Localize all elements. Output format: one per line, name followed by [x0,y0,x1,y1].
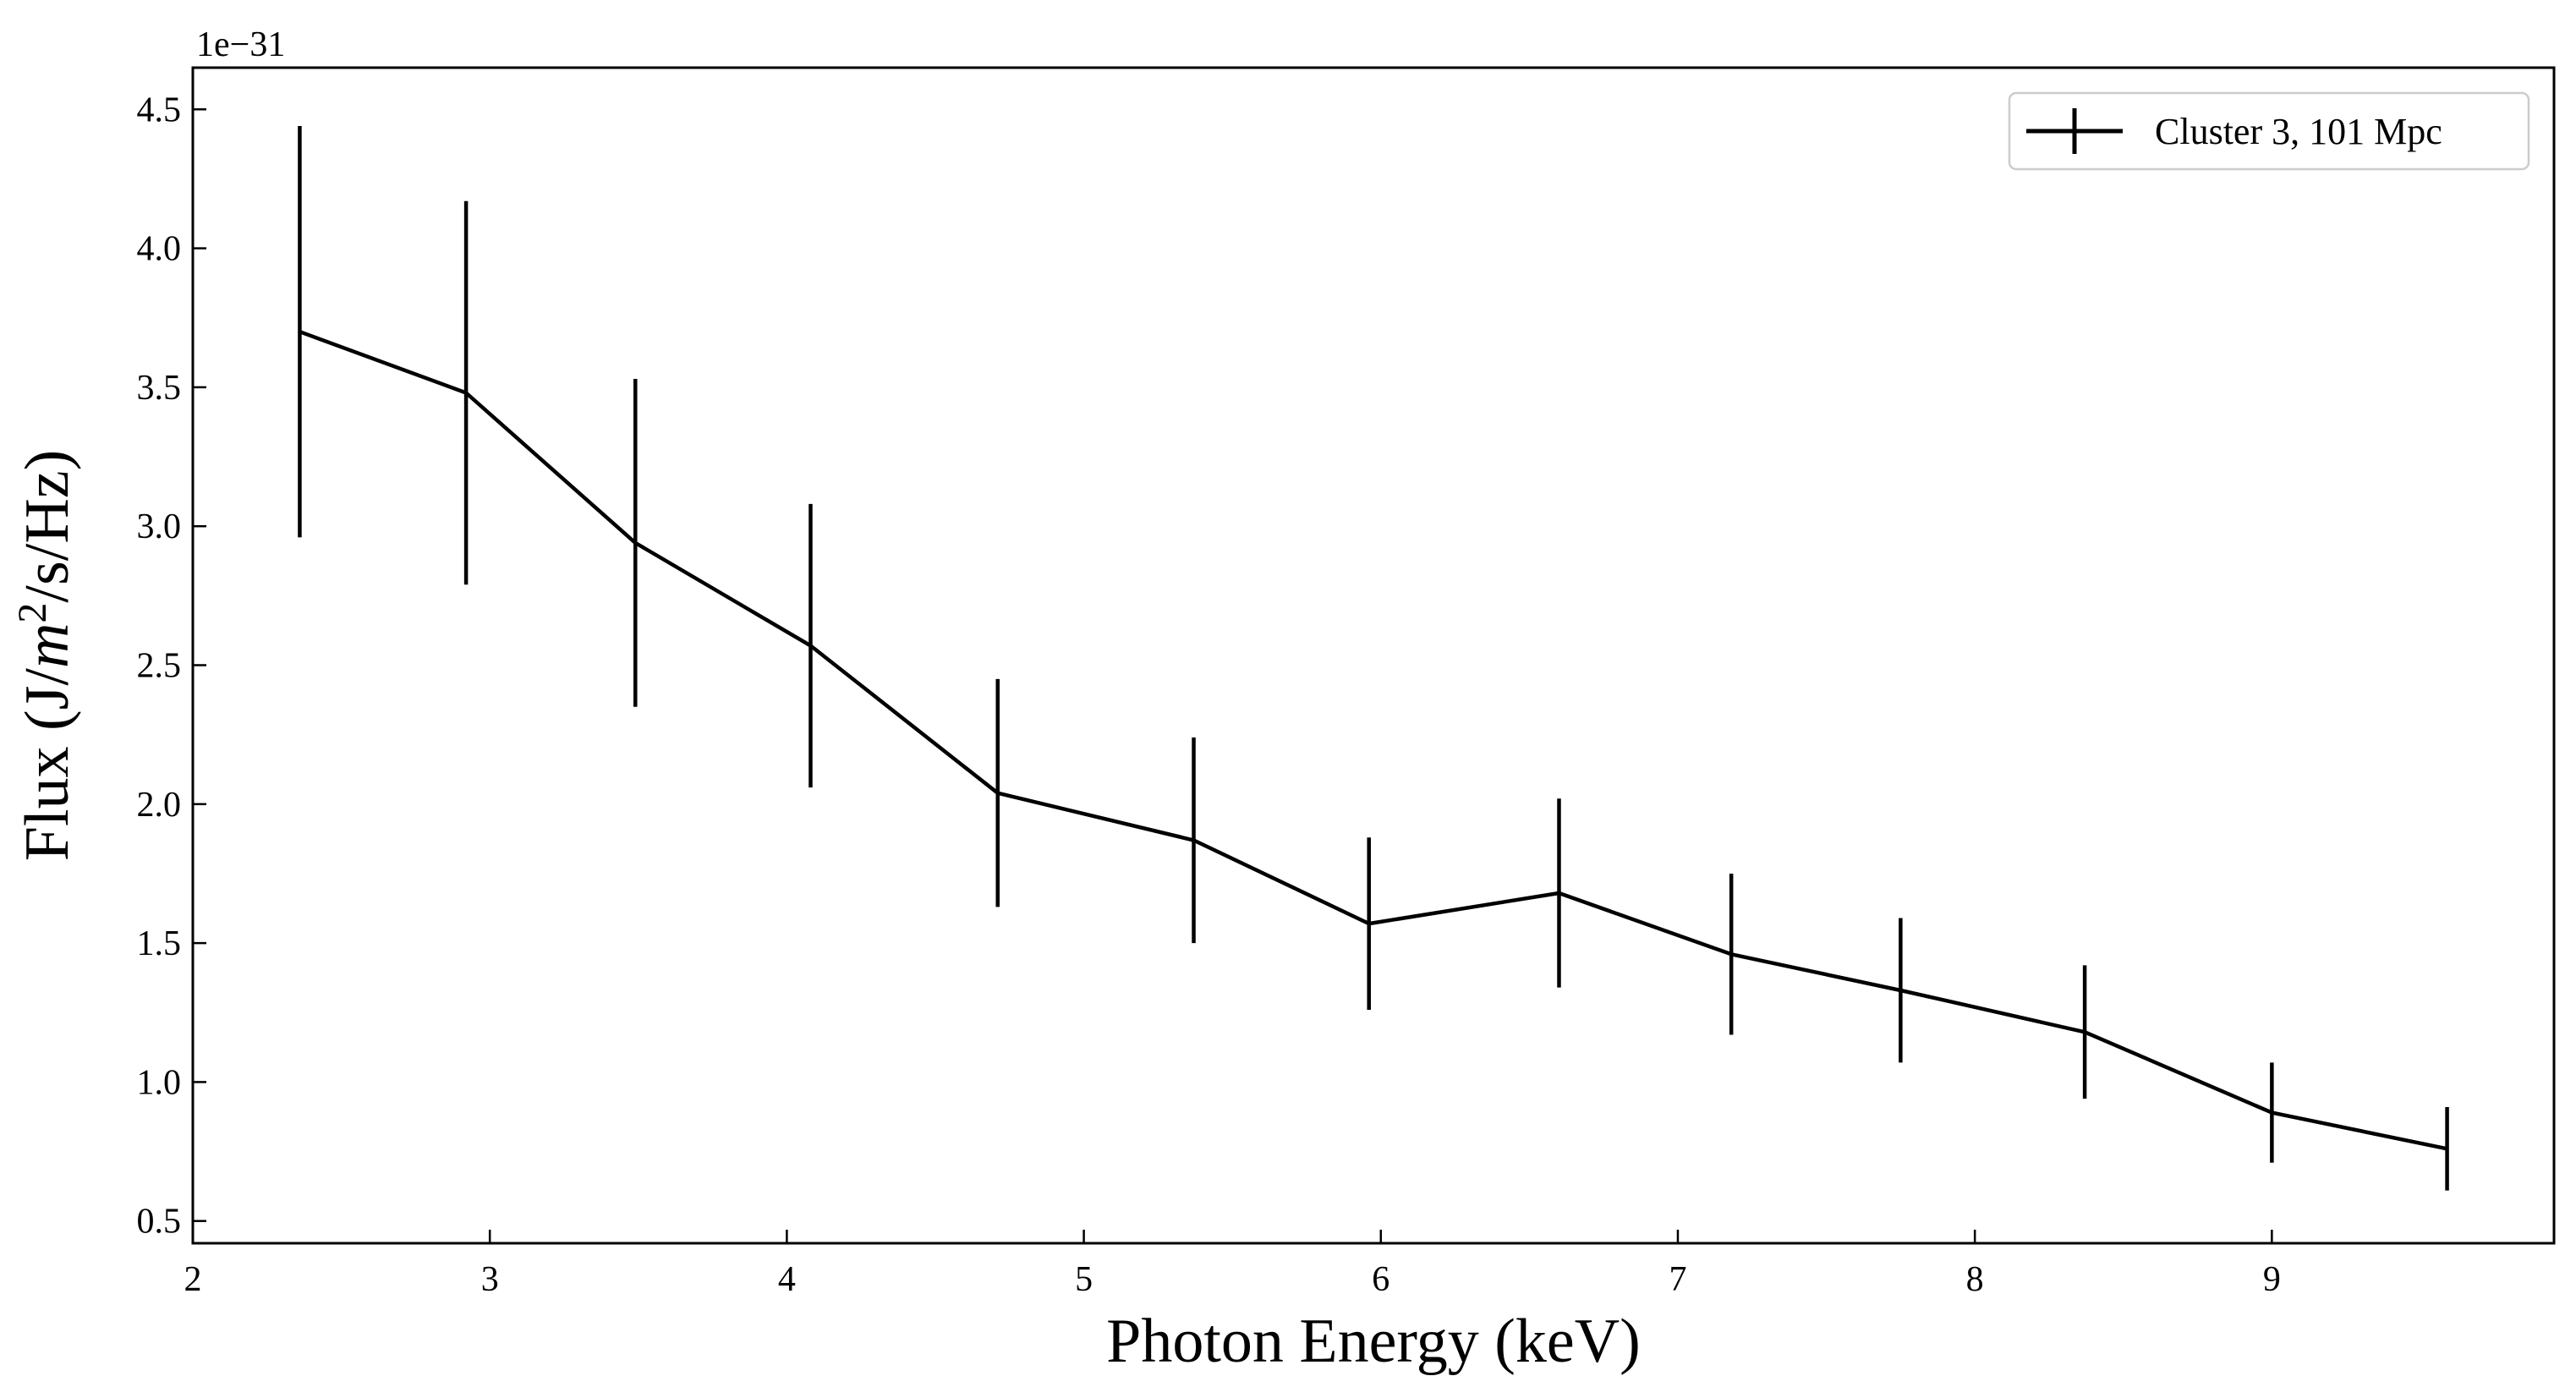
x-tick-label: 2 [184,1260,202,1299]
y-tick-label: 2.5 [137,647,182,686]
plot-marks [298,126,2449,1191]
x-axis-label: Photon Energy (keV) [1106,1307,1641,1376]
y-axis-label: Flux (J/m2/s/Hz) [10,450,83,862]
y-tick-label: 1.0 [137,1063,182,1102]
axis-ticks: 2 3 4 5 6 7 8 9 0.5 1.0 1.5 2.0 2.5 3.0 3.5 4.0 4.5 [137,90,2281,1299]
x-tick-label: 6 [1372,1260,1389,1299]
y-tick-label: 4.5 [137,90,182,129]
x-tick-label: 7 [1669,1260,1686,1299]
y-axis-label-prefix: Flux (J/ [13,668,82,862]
axes-frame [191,66,2556,1245]
y-axis-label-superscript: 2 [10,603,55,623]
y-tick-label: 3.5 [137,369,182,408]
y-tick-label: 2.0 [137,786,182,825]
y-tick-label: 0.5 [137,1203,182,1242]
legend-entry-label: Cluster 3, 101 Mpc [2155,111,2442,152]
legend: Cluster 3, 101 Mpc [2008,91,2530,171]
legend-box [2008,91,2530,171]
x-tick-label: 4 [778,1260,796,1299]
y-tick-label: 4.0 [137,230,182,269]
x-tick-label: 5 [1075,1260,1093,1299]
y-axis-label-italic: m [13,623,82,668]
x-tick-label: 9 [2263,1260,2281,1299]
y-axis-label-suffix: /s/Hz) [13,450,82,603]
x-tick-label: 3 [481,1260,499,1299]
y-offset-label: 1e−31 [196,25,285,64]
y-tick-label: 1.5 [137,924,182,963]
x-tick-label: 8 [1966,1260,1984,1299]
y-tick-label: 3.0 [137,507,182,546]
